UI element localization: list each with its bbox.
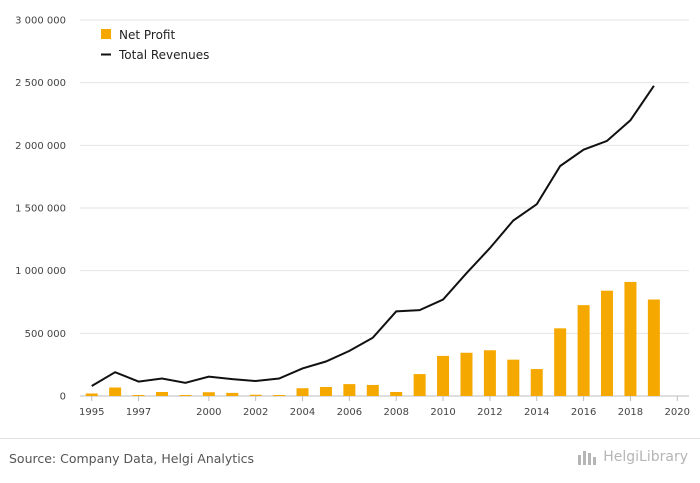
chart: 0 500 000 1 000 000 1 500 000 2 000 000 2 500… (15, 16, 690, 419)
legend-label-net-profit: Net Profit (119, 28, 175, 42)
legend-label-total-revenues: Total Revenues (118, 48, 209, 62)
net-profit-bar-2017 (601, 290, 614, 396)
library-icon (578, 451, 597, 465)
net-profit-bar-1998 (155, 391, 168, 396)
source-text: Source: Company Data, Helgi Analytics (9, 451, 255, 466)
net-profit-bar-2002 (249, 394, 262, 396)
net-profit-bar-2005 (319, 386, 332, 396)
net-profit-bar-2015 (554, 328, 567, 396)
net-profit-bar-2012 (483, 350, 496, 396)
net-profit-bar-2013 (507, 359, 520, 396)
grid-lines (80, 19, 689, 397)
legend: Net Profit Total Revenues (101, 28, 209, 62)
net-profit-bar-1996 (109, 387, 122, 396)
y-tick-label: 2 000 000 (15, 141, 66, 152)
net-profit-bar-2019 (647, 299, 660, 396)
y-tick-label: 0 (60, 392, 66, 403)
brand-name: HelgiLibrary (603, 449, 688, 465)
net-profit-bar-2001 (226, 392, 239, 396)
footer: Source: Company Data, Helgi Analytics He… (0, 438, 700, 483)
x-axis-ticks: 1995 1997 2000 2002 2004 2006 2008 2010 2012 2014… (79, 396, 690, 418)
y-tick-label: 2 500 000 (15, 78, 66, 89)
net-profit-bar-2004 (296, 388, 309, 396)
x-tick-label: 2014 (524, 407, 549, 418)
total-revenues-line (91, 85, 655, 387)
net-profit-bar-2014 (530, 369, 543, 396)
x-tick-label: 1997 (126, 407, 151, 418)
net-profit-bar-2006 (343, 384, 356, 396)
net-profit-bar-1995 (85, 393, 98, 396)
y-tick-label: 1 000 000 (15, 266, 66, 277)
net-profit-bar-1997 (132, 394, 145, 396)
x-tick-label: 2004 (290, 407, 315, 418)
net-profit-bar-2009 (413, 374, 426, 396)
net-profit-bar-2011 (460, 352, 473, 396)
net-profit-bar-2016 (577, 305, 590, 396)
x-tick-label: 2020 (665, 407, 690, 418)
net-profit-bar-1999 (179, 394, 192, 396)
x-tick-label: 2016 (571, 407, 596, 418)
x-tick-label: 2018 (618, 407, 643, 418)
x-tick-label: 1995 (79, 407, 104, 418)
x-tick-label: 2000 (196, 407, 221, 418)
net-profit-bar-2000 (202, 392, 215, 396)
net-profit-bar-2010 (437, 355, 450, 396)
y-axis-ticks: 0 500 000 1 000 000 1 500 000 2 000 000 2 500… (15, 16, 66, 403)
legend-swatch-net-profit (101, 29, 111, 39)
y-tick-label: 1 500 000 (15, 204, 66, 215)
net-profit-bar-2007 (366, 384, 379, 396)
x-tick-label: 2010 (430, 407, 455, 418)
brand-logo: HelgiLibrary (577, 449, 688, 465)
x-tick-label: 2012 (477, 407, 502, 418)
net-profit-bar-2018 (624, 281, 637, 396)
net-profit-bar-2008 (390, 391, 403, 396)
y-tick-label: 500 000 (25, 329, 66, 340)
y-tick-label: 3 000 000 (15, 16, 66, 27)
x-tick-label: 2002 (243, 407, 268, 418)
net-profit-bars (85, 281, 660, 396)
net-profit-bar-2003 (273, 394, 286, 396)
x-tick-label: 2006 (337, 407, 362, 418)
x-tick-label: 2008 (383, 407, 408, 418)
